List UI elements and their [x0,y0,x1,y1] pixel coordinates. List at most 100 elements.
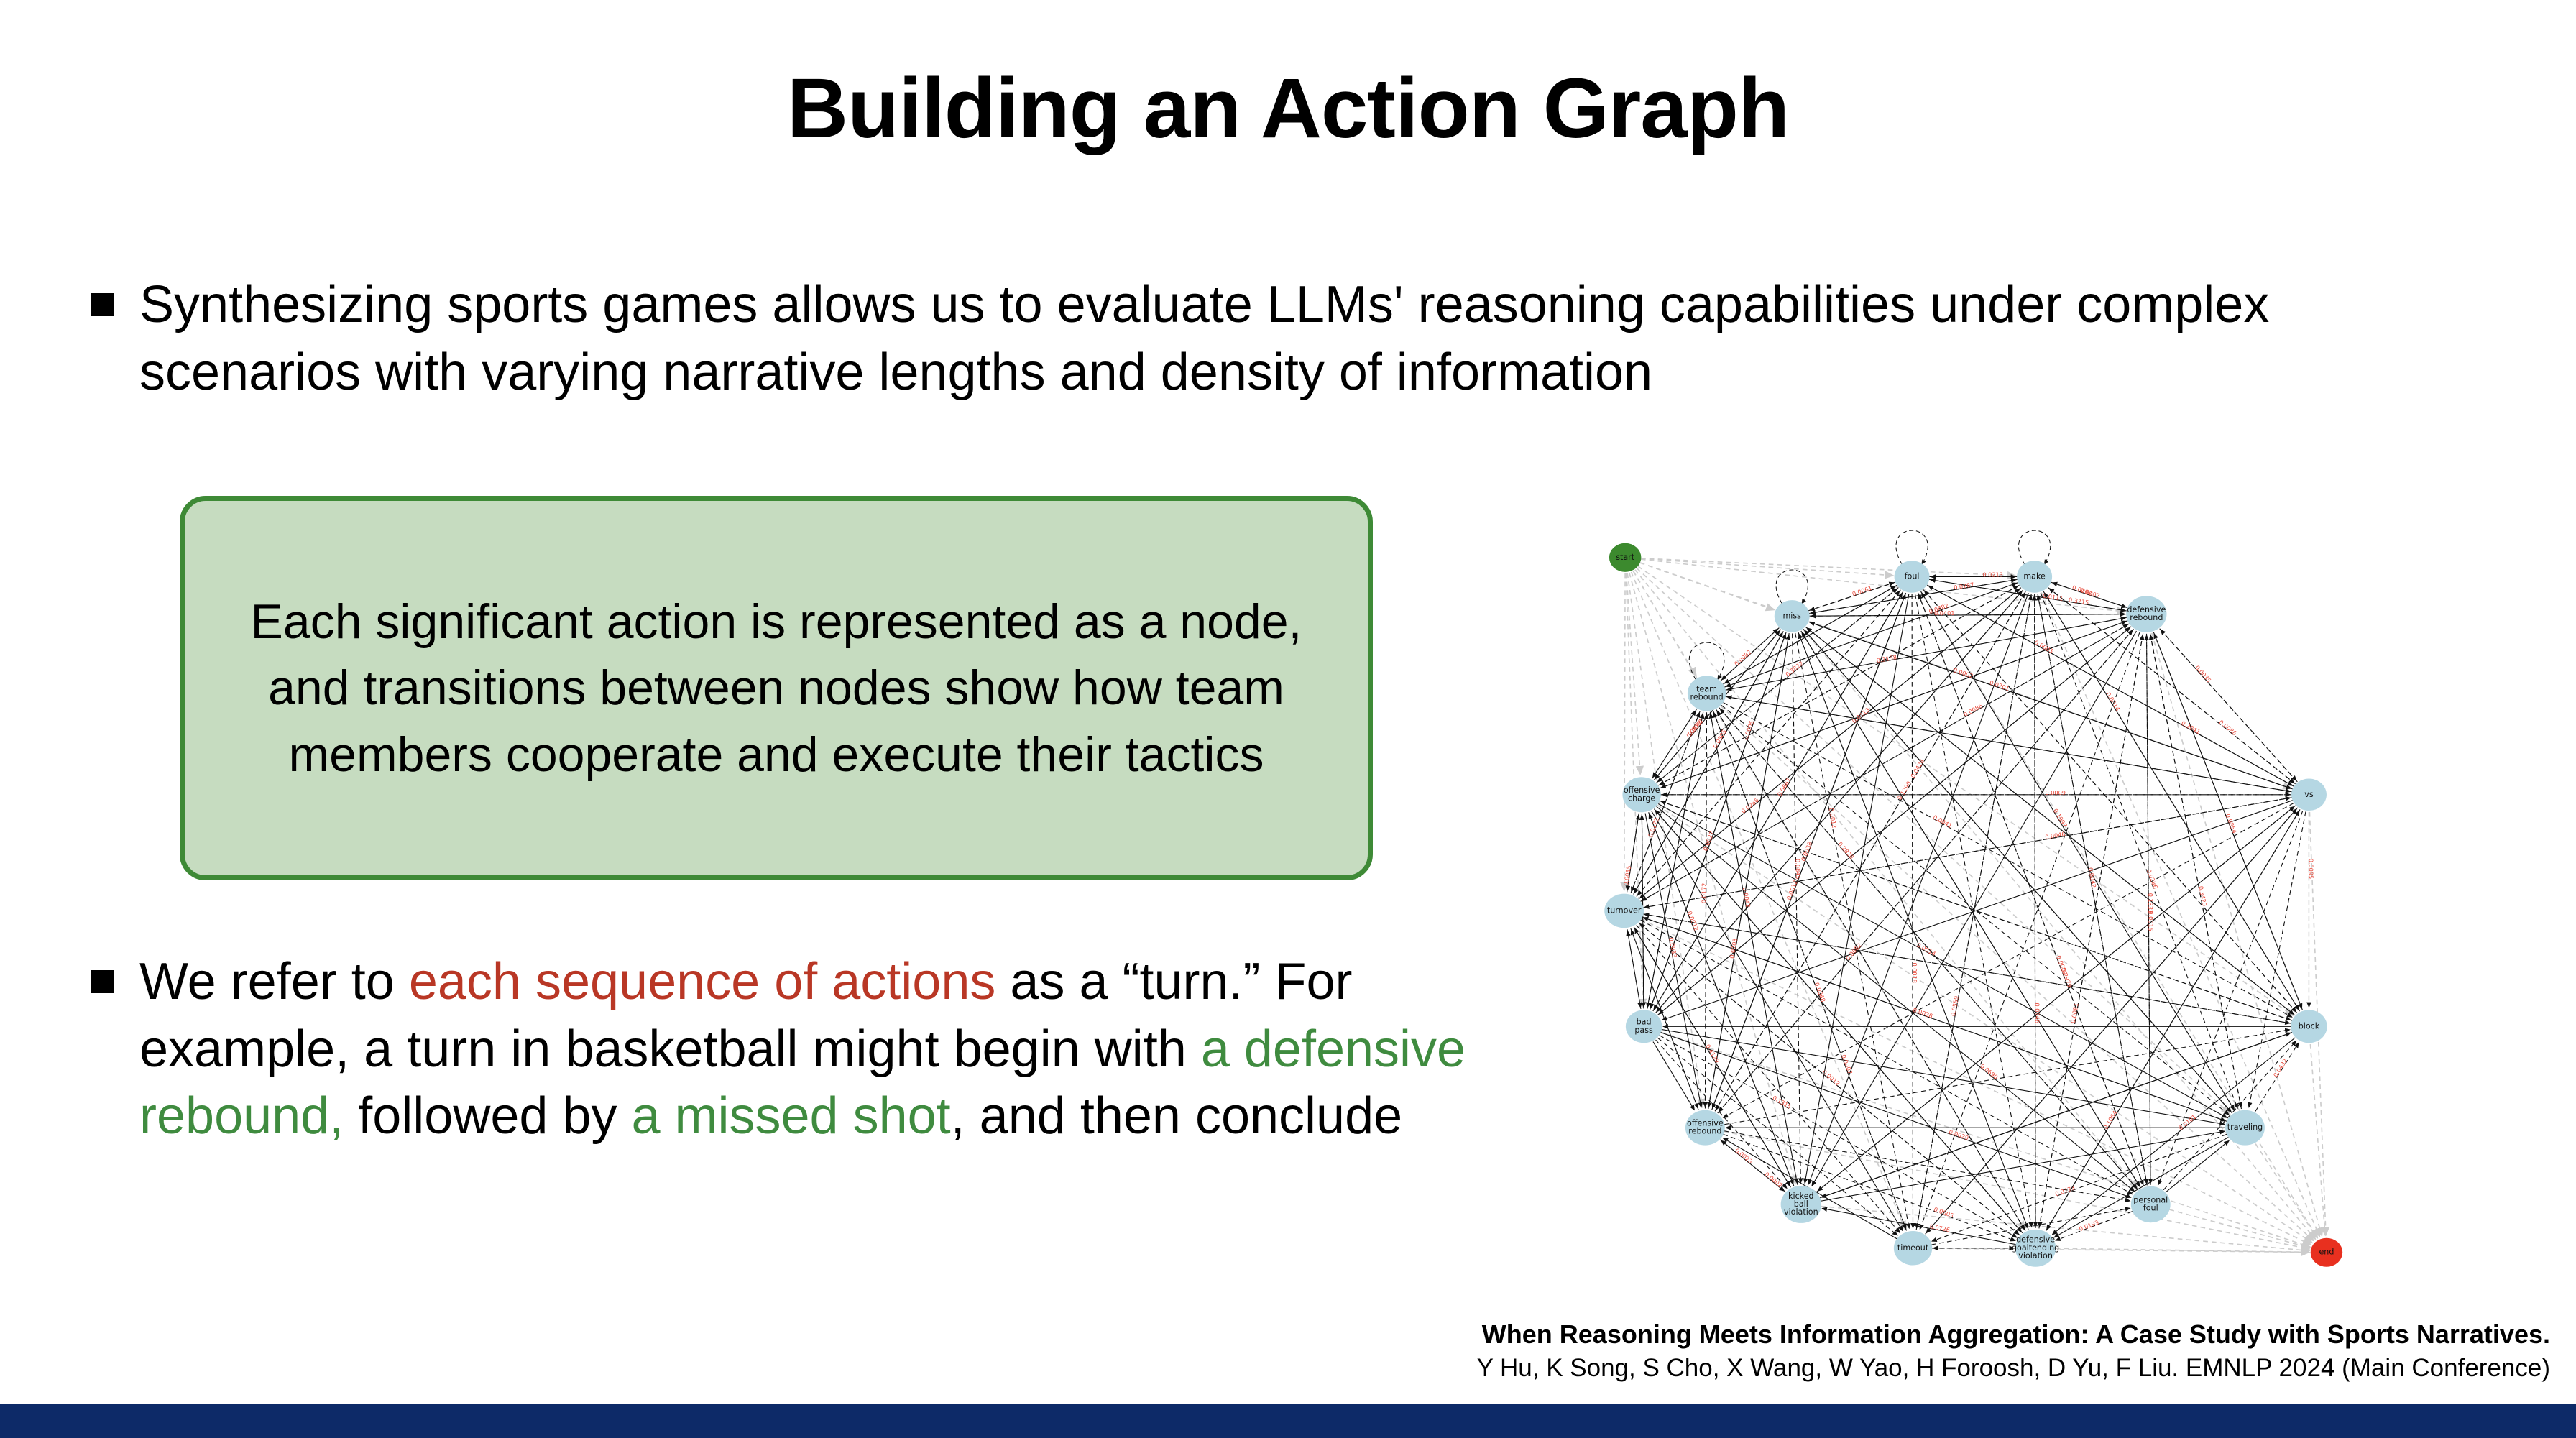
graph-edge-label: 0.0690 [1979,1062,1999,1081]
graph-node-label: traveling [2227,1123,2263,1132]
graph-edge-label: 0.0002 [1952,666,1974,680]
graph-node-label: defensive rebound [2127,605,2166,622]
graph-edge-label: 0.0027 [1701,830,1715,852]
graph-node-label: start [1616,553,1635,562]
graph-edge-label: 0.0014 [2104,691,2121,712]
graph-edge-label: 0.0015 [2147,911,2154,931]
graph-edge-label: 0.0703 [1728,938,1739,959]
graph-edge-label: 0.0082 [1733,648,1753,668]
bullet-1-text: Synthesizing sports games allows us to e… [139,276,2270,401]
graph-node-label: timeout [1898,1243,1929,1253]
graph-edge-label: 0.2820 [1836,840,1855,860]
graph-edge-label: 0.4129 [1704,1043,1721,1064]
graph-node-persf[interactable]: personal foul [2130,1186,2171,1223]
action-graph-figure: 0.0005 0.0946 0.3822 0.4129 0.3158 0.0086 0.20… [1466,514,2523,1297]
callout-text: Each significant action is represented a… [250,594,1302,782]
graph-edge-label: 0.0035 [1622,865,1632,887]
bullet-item-1: Synthesizing sports games allows us to e… [91,272,2484,406]
graph-edge-label: 0.0095 [2307,859,2314,879]
graph-edge-label: 0.0014 [1915,941,1937,958]
graph-node-turn[interactable]: turnover [1604,893,1644,928]
graph-edge-label: 0.0042 [2087,867,2098,888]
graph-node-label: miss [1782,611,1801,620]
graph-node-label: team rebound [1690,684,1724,701]
graph-node-travel[interactable]: traveling [2225,1110,2265,1146]
graph-edge-label: 0.0005 [2033,639,2055,655]
graph-edge-label: 0.0286 [1740,796,1760,815]
graph-edge-label: 0.3429 [2197,885,2208,907]
graph-node-label: make [2023,571,2046,581]
citation-authors: Y Hu, K Song, S Cho, X Wang, W Yao, H Fo… [1476,1353,2550,1382]
bullet-2-seg-5-highlight: a missed shot [631,1087,951,1146]
graph-edge-label: 0.0172 [1701,883,1708,904]
graph-node-defreb[interactable]: defensive rebound [2126,596,2167,632]
graph-edge-label: 0.0028 [1912,1006,1933,1020]
graph-edge-label: 0.3158 [1876,653,1898,664]
bullet-2-seg-2: as a “turn.” For example, a turn in bask… [139,953,1353,1078]
graph-node-label: block [2299,1021,2320,1031]
graph-edge-label: 0.2041 [2180,719,2202,735]
graph-edge-label: 0.0041 [1932,814,1954,830]
graph-nodes: start miss foul make defensive rebound team reb… [1604,543,2343,1267]
graph-node-badpass[interactable]: bad pass [1625,1010,1662,1043]
graph-edge-label: 0.0172 [1647,816,1660,838]
graph-node-vs[interactable]: vs [2291,778,2327,811]
graph-edge-label: 0.0086 [1962,702,1984,719]
bullet-item-2: We refer to each sequence of actions as … [91,949,1571,1151]
graph-edge-label: 0.0845 [1794,859,1801,880]
graph-edge-label: 0.0081 [2069,1003,2080,1024]
graph-node-label: foul [1905,571,1920,581]
graph-node-foul[interactable]: foul [1894,561,1930,593]
citation-title: When Reasoning Meets Information Aggrega… [1481,1319,2550,1349]
graph-node-defgoal[interactable]: defensive goaltending violation [2012,1229,2059,1267]
graph-node-end[interactable]: end [2310,1237,2343,1267]
graph-edge-label: 0.0035 [2194,664,2212,684]
graph-edge-label: 0.0007 [1840,1054,1854,1075]
graph-node-miss[interactable]: miss [1774,600,1810,632]
graph-edge-label: 0.0009 [2045,789,2065,796]
page-title: Building an Action Graph [786,61,1790,156]
graph-edge-label: 0.0023 [1734,1147,1754,1166]
graph-node-timeout[interactable]: timeout [1893,1231,1933,1266]
graph-edge-label: 0.0726 [1929,1222,1951,1233]
graph-node-offreb[interactable]: offensive rebound [1685,1110,1725,1146]
graph-edge-label: 0.0401 [1934,609,1955,617]
graph-node-label: defensive goaltending violation [2012,1235,2059,1260]
graph-node-make[interactable]: make [2017,561,2053,593]
graph-node-label: personal foul [2133,1195,2168,1212]
graph-edge-label: 0.0559 [1949,995,1960,1017]
graph-node-label: offensive rebound [1687,1119,1724,1136]
graph-edge-label: 0.2979 [2060,967,2074,988]
graph-edge-label: 0.0018 [1911,962,1918,983]
bullet-2-seg-1-highlight: each sequence of actions [408,953,996,1010]
graph-node-start[interactable]: start [1609,543,1642,572]
graph-edge-label: 0.0012 [1686,910,1701,931]
footer-bar [0,1404,2576,1438]
graph-node-block[interactable]: block [2291,1010,2327,1043]
graph-edge-label: 0.1997 [2052,808,2069,829]
bullet-square-icon [91,970,114,993]
graph-node-label: bad pass [1634,1018,1653,1035]
graph-node-teamreb[interactable]: team rebound [1687,676,1726,711]
graph-node-kicked[interactable]: kicked ball violation [1780,1186,1822,1223]
graph-node-offchg[interactable]: offensive charge [1622,777,1661,813]
graph-edge-label: 0.0286 [2145,868,2160,890]
graph-edge-label: 0.0002 [2071,584,2093,596]
graph-node-label: offensive charge [1624,785,1660,803]
graph-node-label: kicked ball violation [1784,1192,1818,1217]
bullet-2-seg-0: We refer to [139,953,409,1010]
graph-node-label: vs [2304,790,2314,799]
graph-edge-label: 0.0012 [1821,1069,1841,1087]
graph-edge-label: 0.0426 [1909,758,1926,780]
graph-edge-label: 0.0029 [1948,1128,1969,1142]
graph-self-loops [1688,530,2051,681]
bullet-2-text: We refer to each sequence of actions as … [139,949,1571,1151]
graph-edge-label: 0.1333 [2147,893,2154,914]
graph-edge-label: 0.0101 [2177,1113,2197,1132]
callout-box: Each significant action is represented a… [180,496,1373,880]
graph-edge-label: 0.0061 [1852,584,1873,597]
graph-edge-label: 0.0061 [1686,717,1705,737]
graph-edge-label: 0.0046 [2045,830,2066,841]
bullet-2-seg-6: , and then conclude [950,1087,1403,1146]
action-graph-svg: 0.00050.09460.38220.41290.31580.00860.20… [1604,530,2343,1267]
